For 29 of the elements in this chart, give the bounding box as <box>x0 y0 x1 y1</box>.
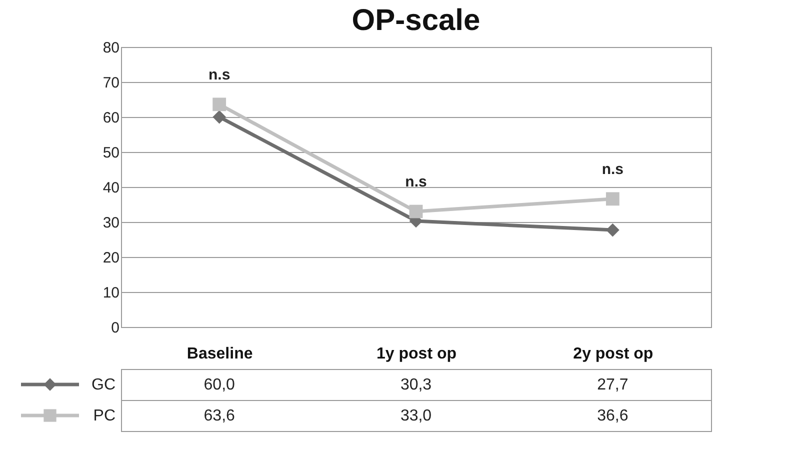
y-tick-label: 20 <box>102 250 120 266</box>
y-tick-label: 80 <box>102 40 120 56</box>
y-tick-label: 60 <box>102 110 120 126</box>
point <box>212 98 226 112</box>
y-tick-label: 0 <box>111 320 120 336</box>
legend-label: GC <box>92 376 116 394</box>
x-tick-label: Baseline <box>186 346 253 362</box>
point <box>606 192 620 206</box>
data-label: 36,6 <box>597 408 628 424</box>
x-tick-label: 1y post op <box>376 346 457 362</box>
point <box>606 223 620 237</box>
point <box>212 110 226 124</box>
data-label: 60,0 <box>204 376 236 394</box>
point <box>409 204 423 218</box>
y-tick-label: 10 <box>102 284 120 302</box>
annotation: n.s <box>602 160 624 178</box>
y-tick-label: 30 <box>102 214 120 232</box>
y-tick-label: 40 <box>102 180 120 196</box>
annotation: n.s <box>208 66 230 84</box>
y-tick-label: 70 <box>102 74 120 92</box>
annotation: n.s <box>405 174 427 190</box>
x-tick-label: 2y post op <box>573 346 654 362</box>
y-tick-label: 50 <box>102 144 120 162</box>
data-label: 63,6 <box>204 408 236 424</box>
data-label: 30,3 <box>400 376 432 394</box>
chart-title: OP-scale <box>352 4 480 37</box>
data-label: 33,0 <box>400 408 432 424</box>
legend-label: PC <box>93 408 116 424</box>
data-label: 27,7 <box>597 376 628 394</box>
